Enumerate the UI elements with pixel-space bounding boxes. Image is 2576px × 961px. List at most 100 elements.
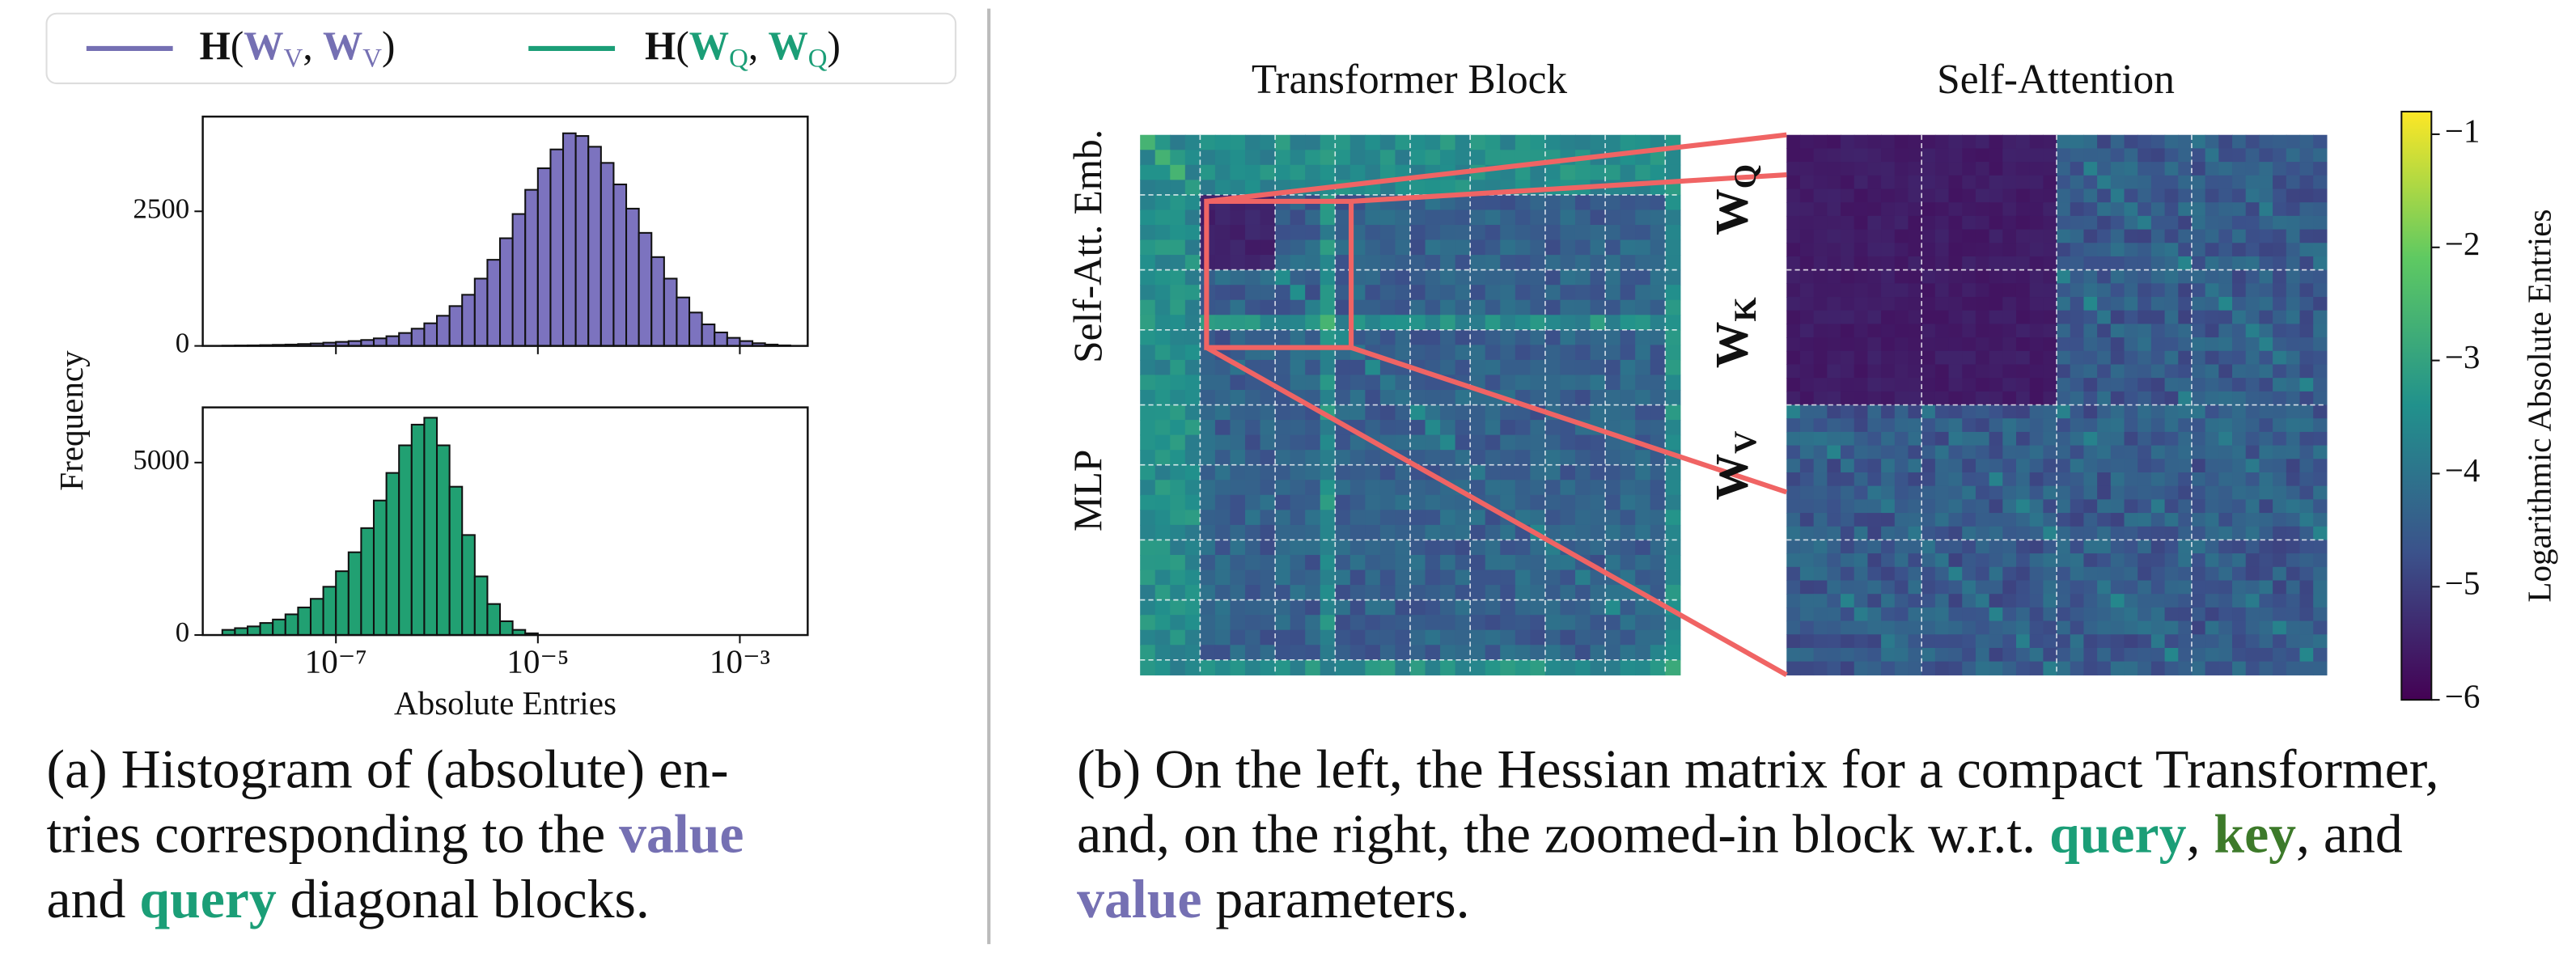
heatmap-cell bbox=[2164, 418, 2179, 433]
heatmap-cell bbox=[2137, 553, 2152, 568]
heatmap-cell bbox=[2178, 283, 2193, 298]
heatmap-cell bbox=[1335, 375, 1351, 391]
heatmap-cell bbox=[2245, 188, 2260, 203]
heatmap-cell bbox=[1379, 404, 1396, 421]
heatmap-cell bbox=[1799, 540, 1815, 554]
heatmap-cell bbox=[1244, 299, 1261, 315]
heatmap-cell bbox=[1425, 345, 1441, 361]
heatmap-cell bbox=[1335, 269, 1351, 286]
heatmap-cell bbox=[1335, 285, 1351, 301]
heatmap-cell bbox=[1320, 540, 1336, 556]
bar bbox=[297, 606, 312, 637]
heatmap-cell bbox=[2178, 553, 2193, 568]
heatmap-cell bbox=[1455, 255, 1471, 271]
heatmap-cell bbox=[1827, 431, 1841, 447]
heatmap-cell bbox=[2245, 229, 2260, 243]
heatmap-cell bbox=[1921, 202, 1936, 217]
heatmap-cell bbox=[2205, 553, 2219, 568]
heatmap-cell bbox=[1275, 540, 1291, 556]
heatmap-cell bbox=[1813, 324, 1828, 338]
heatmap-cell bbox=[1290, 464, 1306, 480]
heatmap-cell bbox=[1813, 162, 1828, 176]
heatmap-cell bbox=[1989, 661, 2003, 675]
heatmap-cell bbox=[1230, 434, 1246, 451]
heatmap-cell bbox=[1799, 418, 1815, 433]
heatmap-cell bbox=[1574, 615, 1591, 631]
heatmap-cell bbox=[2057, 364, 2071, 379]
heatmap-cell bbox=[1140, 434, 1156, 451]
heatmap-cell bbox=[1544, 524, 1561, 541]
heatmap-cell bbox=[2299, 431, 2314, 447]
heatmap-cell bbox=[2057, 620, 2071, 635]
param-label: WV bbox=[1707, 431, 1763, 501]
heatmap-cell bbox=[2110, 431, 2125, 447]
heatmap-cell bbox=[1214, 389, 1231, 406]
heatmap-cell bbox=[2043, 364, 2057, 379]
heatmap-cell bbox=[1260, 615, 1276, 631]
heatmap-cell bbox=[1440, 524, 1456, 541]
heatmap-cell bbox=[1813, 350, 1828, 366]
heatmap-cell bbox=[1948, 148, 1963, 163]
heatmap-cell bbox=[2137, 499, 2152, 514]
heatmap-cell bbox=[1841, 594, 1855, 608]
heatmap-cell bbox=[1409, 420, 1426, 436]
bar bbox=[663, 277, 678, 347]
heatmap-cell bbox=[1155, 645, 1171, 661]
heatmap-cell bbox=[1665, 434, 1681, 451]
heatmap-cell bbox=[2286, 215, 2301, 231]
heatmap-cell bbox=[1170, 180, 1186, 196]
heatmap-cell bbox=[2245, 566, 2260, 582]
heatmap-cell bbox=[1365, 540, 1381, 556]
heatmap-cell bbox=[1881, 283, 1896, 298]
heatmap-cell bbox=[1379, 615, 1396, 631]
heatmap-cell bbox=[1799, 607, 1815, 622]
heatmap-cell bbox=[1605, 224, 1621, 241]
heatmap-cell bbox=[1867, 485, 1882, 500]
heatmap-cell bbox=[1515, 359, 1531, 376]
heatmap-cell bbox=[1290, 404, 1306, 421]
heatmap-cell bbox=[2043, 297, 2057, 311]
heatmap-cell bbox=[1515, 450, 1531, 466]
heatmap-cell bbox=[1867, 566, 1882, 582]
heatmap-cell bbox=[1425, 420, 1441, 436]
bar bbox=[246, 625, 261, 637]
heatmap-cell bbox=[2015, 324, 2031, 338]
heatmap-cell bbox=[2002, 256, 2017, 271]
heatmap-cell bbox=[2259, 162, 2273, 176]
caption-segment: value bbox=[1077, 868, 1201, 929]
heatmap-cell bbox=[1560, 299, 1576, 315]
heatmap-cell bbox=[1530, 659, 1546, 675]
heatmap-cell bbox=[2097, 620, 2112, 635]
heatmap-cell bbox=[1620, 164, 1636, 180]
heatmap-cell bbox=[1365, 210, 1381, 226]
heatmap-cell bbox=[1305, 315, 1321, 331]
heatmap-cell bbox=[1184, 269, 1201, 286]
heatmap-cell bbox=[2178, 594, 2193, 608]
heatmap-cell bbox=[1894, 634, 1909, 649]
heatmap-cell bbox=[2191, 594, 2206, 608]
heatmap-cell bbox=[1665, 585, 1681, 601]
heatmap-cell bbox=[1881, 202, 1896, 217]
heatmap-cell bbox=[1155, 269, 1171, 286]
heatmap-cell bbox=[2070, 418, 2085, 433]
heatmap-cell bbox=[2245, 364, 2260, 379]
heatmap-cell bbox=[1799, 324, 1815, 338]
heatmap-cell bbox=[1305, 524, 1321, 541]
heatmap-cell bbox=[2191, 162, 2206, 176]
heatmap-cell bbox=[1214, 224, 1231, 241]
heatmap-cell bbox=[1470, 645, 1486, 661]
heatmap-cell bbox=[1500, 194, 1516, 211]
heatmap-cell bbox=[1799, 162, 1815, 176]
heatmap-cell bbox=[2164, 337, 2179, 352]
heatmap-cell bbox=[1349, 554, 1366, 571]
heatmap-cell bbox=[1854, 350, 1869, 366]
heatmap-cell bbox=[1867, 324, 1882, 338]
heatmap-cell bbox=[2083, 445, 2098, 459]
heatmap-cell bbox=[1894, 620, 1909, 635]
bar bbox=[284, 613, 299, 637]
heatmap-cell bbox=[1200, 464, 1216, 480]
heatmap-cell bbox=[1948, 364, 1963, 379]
heatmap-cell bbox=[1894, 283, 1909, 298]
heatmap-cell bbox=[1305, 239, 1321, 256]
heatmap-cell bbox=[1544, 569, 1561, 586]
